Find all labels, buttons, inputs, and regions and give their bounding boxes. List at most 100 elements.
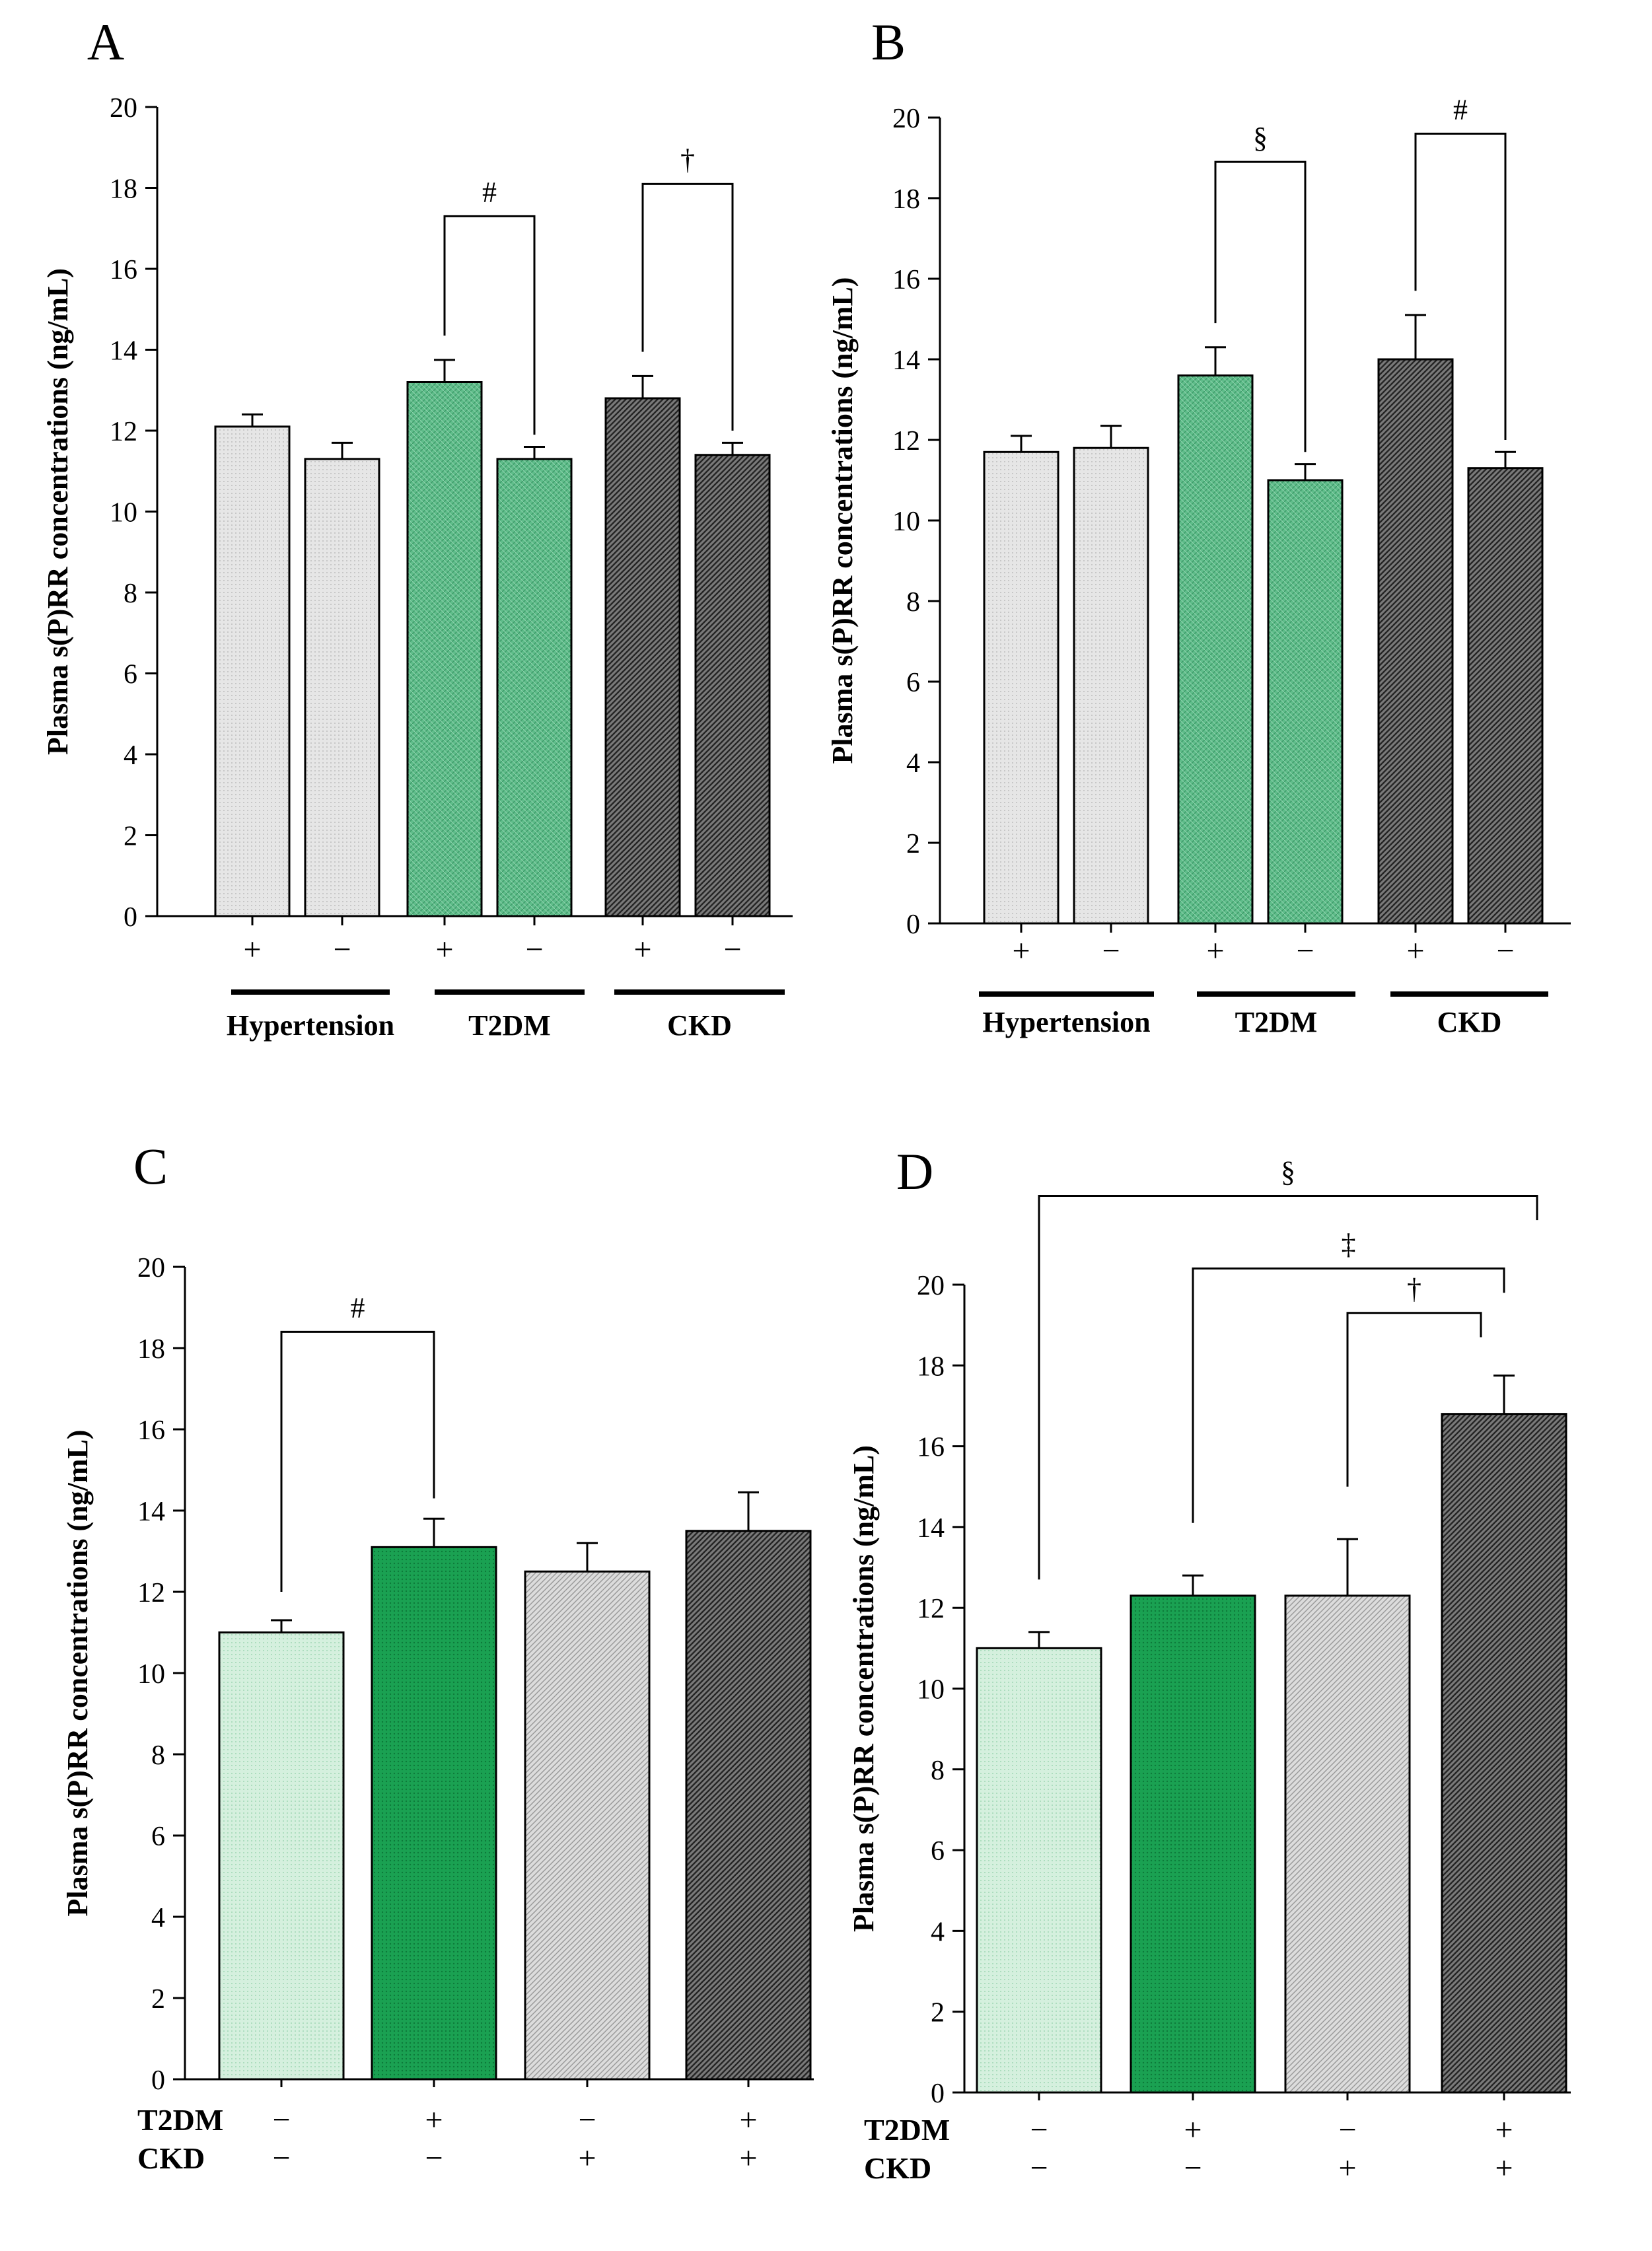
- significance-symbol: #: [482, 176, 497, 208]
- y-tick-label: 10: [137, 1659, 165, 1690]
- bar: [976, 1647, 1102, 2094]
- significance-bracket: [1038, 1194, 1538, 1580]
- y-tick-label: 8: [124, 579, 137, 609]
- bar: [1267, 479, 1344, 925]
- panel-letter: D: [896, 1143, 933, 1200]
- bar: [524, 1570, 651, 2081]
- category-sign: +: [243, 932, 261, 967]
- group-label: CKD: [667, 1009, 732, 1042]
- y-tick-label: 12: [110, 417, 137, 447]
- panel-letter: C: [133, 1137, 168, 1195]
- bar: [1130, 1594, 1256, 2094]
- y-tick-label: 4: [124, 740, 137, 771]
- category-sign: −: [525, 932, 543, 967]
- row-sign: −: [425, 2141, 443, 2176]
- panel-d: D Plasma s(P)RR concentrations (ng/mL) 0 2 4…: [847, 1143, 1571, 2186]
- row-sign: −: [272, 2141, 290, 2176]
- row-sign: +: [1495, 2151, 1513, 2186]
- significance-symbol: #: [351, 1291, 365, 1324]
- group-label: Hypertension: [982, 1006, 1150, 1038]
- bar: [371, 1546, 497, 2081]
- y-tick-label: 6: [906, 668, 920, 698]
- bar: [1284, 1594, 1411, 2094]
- row-sign: −: [1030, 2112, 1048, 2147]
- y-tick-label: 0: [931, 2079, 945, 2109]
- bar: [218, 1631, 345, 2081]
- row-sign: +: [1338, 2151, 1356, 2186]
- category-sign: −: [333, 932, 351, 967]
- significance-bracket: [1414, 132, 1507, 440]
- y-tick-label: 4: [151, 1903, 165, 1933]
- y-tick-label: 14: [892, 345, 920, 376]
- y-tick-label: 0: [151, 2065, 165, 2096]
- row-sign: +: [1184, 2112, 1202, 2147]
- bar: [983, 450, 1059, 925]
- bar: [1441, 1413, 1567, 2094]
- bar: [214, 425, 291, 917]
- y-tick-label: 18: [917, 1351, 945, 1382]
- y-tick-label: 8: [151, 1740, 165, 1771]
- group-label: T2DM: [468, 1009, 551, 1042]
- y-tick-label: 4: [931, 1917, 945, 1947]
- category-sign: +: [1012, 933, 1030, 968]
- y-tick-label: 20: [110, 93, 137, 124]
- significance-symbol: †: [680, 143, 695, 176]
- bar: [1073, 447, 1149, 925]
- y-tick-label: 8: [931, 1756, 945, 1786]
- y-tick-label: 16: [892, 265, 920, 295]
- category-sign: +: [1206, 933, 1224, 968]
- y-axis-label: Plasma s(P)RR concentrations (ng/mL): [42, 268, 74, 755]
- panel-a: A Plasma s(P)RR concentrations (ng/mL) 0 2 4…: [42, 13, 793, 1042]
- category-sign: −: [1296, 933, 1314, 968]
- y-tick-label: 10: [892, 507, 920, 537]
- y-tick-label: 12: [917, 1594, 945, 1624]
- y-tick-label: 16: [110, 255, 137, 285]
- y-tick-label: 6: [151, 1822, 165, 1852]
- y-tick-label: 8: [906, 587, 920, 618]
- y-tick-label: 16: [917, 1433, 945, 1463]
- y-tick-label: 2: [151, 1984, 165, 2015]
- bar: [694, 454, 771, 917]
- y-tick-label: 2: [906, 829, 920, 859]
- category-sign: −: [723, 932, 741, 967]
- significance-symbol: †: [1407, 1273, 1421, 1305]
- bar: [1377, 358, 1454, 925]
- y-tick-label: 6: [124, 660, 137, 690]
- significance-symbol: §: [1281, 1155, 1295, 1188]
- bar: [1177, 374, 1254, 925]
- panel-letter: B: [871, 13, 906, 71]
- y-axis-label: Plasma s(P)RR concentrations (ng/mL): [61, 1430, 94, 1917]
- row-sign: +: [578, 2141, 596, 2176]
- significance-bracket: [641, 182, 734, 431]
- bar: [496, 458, 573, 917]
- y-tick-label: 2: [124, 822, 137, 852]
- category-sign: +: [633, 932, 651, 967]
- y-tick-label: 10: [110, 498, 137, 528]
- significance-symbol: ‡: [1342, 1229, 1356, 1261]
- y-tick-label: 12: [137, 1578, 165, 1608]
- row-sign: +: [739, 2102, 757, 2137]
- group-label: Hypertension: [227, 1009, 394, 1042]
- significance-bracket: [280, 1330, 435, 1592]
- row-label: T2DM: [137, 2103, 223, 2137]
- y-tick-label: 18: [892, 184, 920, 215]
- row-sign: −: [578, 2102, 596, 2137]
- bar: [685, 1530, 812, 2081]
- row-label: CKD: [137, 2141, 205, 2175]
- significance-symbol: #: [1453, 93, 1468, 125]
- row-sign: −: [1184, 2151, 1202, 2186]
- panel-letter: A: [87, 13, 124, 71]
- row-label: T2DM: [864, 2113, 950, 2147]
- y-tick-label: 14: [137, 1497, 165, 1527]
- y-tick-label: 2: [931, 1998, 945, 2028]
- y-tick-label: 12: [892, 426, 920, 456]
- significance-bracket: [1214, 161, 1307, 452]
- row-label: CKD: [864, 2151, 931, 2185]
- y-tick-label: 14: [917, 1513, 945, 1544]
- panel-c: C Plasma s(P)RR concentrations (ng/mL) 0 2 4…: [61, 1137, 814, 2176]
- y-tick-label: 20: [917, 1271, 945, 1301]
- y-axis-label: Plasma s(P)RR concentrations (ng/mL): [847, 1445, 880, 1932]
- bar: [1467, 467, 1544, 925]
- y-tick-label: 0: [906, 910, 920, 940]
